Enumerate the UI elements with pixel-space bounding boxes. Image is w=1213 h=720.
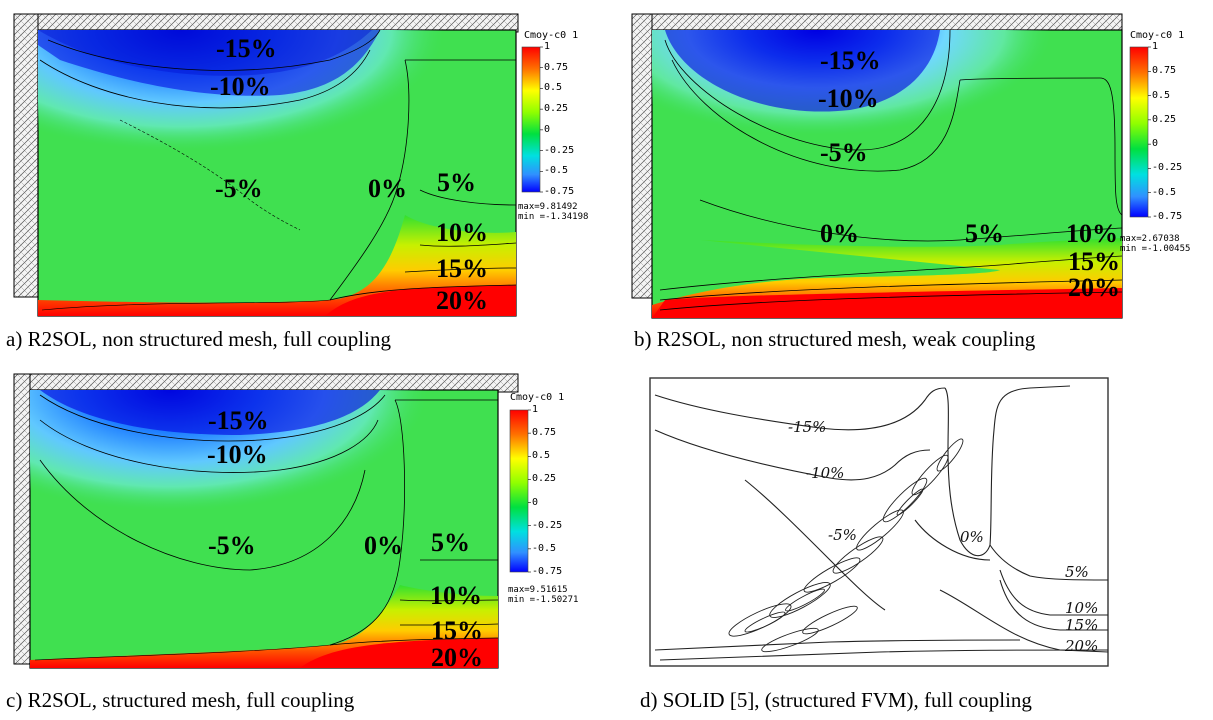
panel-b-label-15: 15% <box>1068 247 1120 276</box>
panel-b-label-5: 5% <box>965 219 1004 248</box>
colorbar-tick-label: 0.75 <box>1152 65 1177 77</box>
panel-b-label-minus15: -15% <box>820 46 881 75</box>
panel-c-label-minus5: -5% <box>208 531 256 560</box>
panel-a-label-0: 0% <box>368 174 407 203</box>
panel-d-label-minus10: -10% <box>806 464 845 482</box>
panel-c-colorbar-title: Cmoy-c0 1 <box>510 392 565 403</box>
colorbar-tick-label: 1 <box>544 41 551 52</box>
panel-c-label-10: 10% <box>430 581 482 610</box>
panel-c-plot <box>13 373 519 669</box>
panel-b-label-0: 0% <box>820 219 859 248</box>
panel-d-label-0: 0% <box>960 528 984 546</box>
panel-a-label-10: 10% <box>436 218 488 247</box>
colorbar-tick-label: -0.5 <box>544 165 569 177</box>
colorbar-tick-label: 0 <box>532 496 539 508</box>
panel-b-label-minus5: -5% <box>820 138 868 167</box>
panel-a-label-minus15: -15% <box>216 34 277 63</box>
colorbar-tick-label: 0.5 <box>532 450 551 462</box>
panel-d-label-10: 10% <box>1065 599 1099 617</box>
colorbar-tick-label: 1 <box>1152 41 1159 52</box>
colorbar-tick-label: 0.5 <box>544 82 563 94</box>
colorbar-tick-label: 0.75 <box>544 61 569 73</box>
panel-a-label-minus5: -5% <box>215 174 263 203</box>
panel-d-label-5: 5% <box>1065 563 1089 581</box>
panel-d-plot <box>649 377 1109 667</box>
panel-c-label-0: 0% <box>364 531 403 560</box>
panel-a-label-15: 15% <box>436 254 488 283</box>
panel-d-caption: d) SOLID [5], (structured FVM), full cou… <box>640 688 1032 712</box>
colorbar-tick-label: 1 <box>532 404 539 415</box>
panel-c-label-5: 5% <box>431 528 470 557</box>
colorbars <box>509 46 1151 573</box>
panel-a-label-minus10: -10% <box>210 72 271 101</box>
colorbar-tick-label: 0.25 <box>544 103 569 115</box>
panel-c-colorbar <box>509 409 529 573</box>
colorbar-tick-label: -0.25 <box>1152 162 1183 174</box>
panel-c-min: min =-1.50271 <box>508 595 579 605</box>
panel-d-label-minus15: -15% <box>788 418 827 436</box>
panel-c-label-minus10: -10% <box>207 440 268 469</box>
panel-b-caption: b) R2SOL, non structured mesh, weak coup… <box>634 327 1036 351</box>
colorbar-tick-label: 0.25 <box>532 473 557 485</box>
panel-a-caption: a) R2SOL, non structured mesh, full coup… <box>6 327 391 351</box>
panel-d-label-minus5: -5% <box>828 526 857 544</box>
panel-c-label-15: 15% <box>431 616 483 645</box>
colorbar-tick-label: -0.75 <box>544 186 575 197</box>
panel-a-max: max=9.81492 <box>518 202 578 212</box>
panel-b-label-minus10: -10% <box>818 84 879 113</box>
panel-b-min: min =-1.00455 <box>1120 244 1191 254</box>
colorbar-tick-label: 0 <box>544 123 551 135</box>
panel-b-label-20: 20% <box>1068 273 1120 302</box>
panel-b-max: max=2.67038 <box>1120 234 1180 244</box>
panel-c-label-20: 20% <box>431 643 483 672</box>
panel-a-label-5: 5% <box>437 168 476 197</box>
panel-c-max: max=9.51615 <box>508 585 568 595</box>
colorbar-tick-label: 0.5 <box>1152 89 1171 101</box>
colorbar-tick-label: 0.75 <box>532 427 557 439</box>
panel-d-label-15: 15% <box>1065 616 1099 634</box>
panel-b-plot <box>631 13 1123 319</box>
panel-c-label-minus15: -15% <box>208 406 269 435</box>
panel-d-label-20: 20% <box>1065 637 1099 655</box>
colorbar-tick-label: -0.25 <box>544 144 575 156</box>
panel-a-min: min =-1.34198 <box>518 212 589 222</box>
panel-b-colorbar <box>1129 46 1149 218</box>
panel-a-plot <box>13 13 519 317</box>
colorbar-tick-label: 0 <box>1152 138 1159 150</box>
colorbar-tick-label: -0.5 <box>532 542 557 554</box>
colorbar-tick-label: -0.75 <box>532 566 563 577</box>
panel-a-colorbar-title: Cmoy-c0 1 <box>524 30 579 41</box>
panel-b-label-10: 10% <box>1066 219 1118 248</box>
colorbar-tick-label: -0.25 <box>532 519 563 531</box>
colorbar-tick-label: 0.25 <box>1152 113 1177 125</box>
colorbar-tick-label: -0.5 <box>1152 186 1177 198</box>
panel-c-caption: c) R2SOL, structured mesh, full coupling <box>6 688 355 712</box>
colorbar-tick-label: -0.75 <box>1152 211 1183 222</box>
panel-a-colorbar <box>521 46 541 193</box>
panel-a-label-20: 20% <box>436 286 488 315</box>
panel-b-colorbar-title: Cmoy-c0 1 <box>1130 30 1185 41</box>
